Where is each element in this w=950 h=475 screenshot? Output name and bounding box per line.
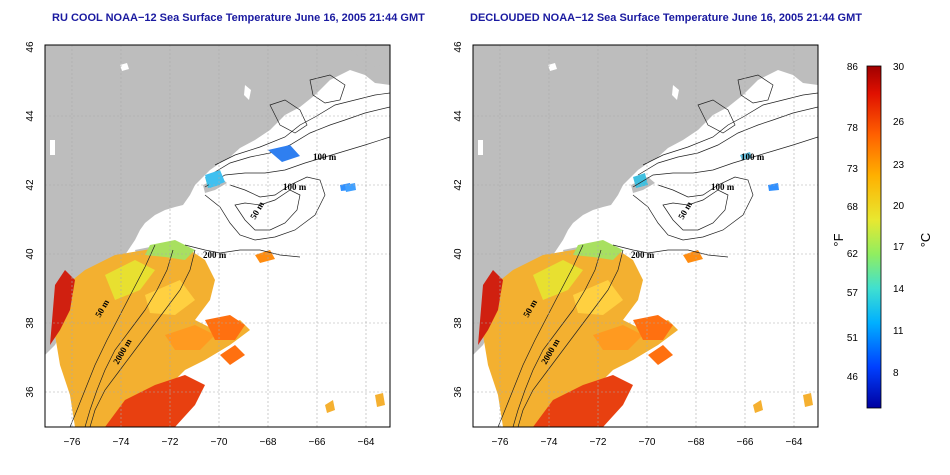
left-contour-label: 100 m: [283, 182, 307, 192]
right-lon-tick: −66: [737, 437, 754, 448]
celsius-tick: 11: [893, 326, 904, 337]
left-x-ticks: −76 −74 −72 −70 −68 −66 −64: [64, 437, 375, 448]
left-lat-tick: 36: [25, 386, 36, 398]
left-lon-tick: −64: [358, 437, 375, 448]
celsius-tick: 20: [893, 201, 905, 212]
right-lon-tick: −72: [590, 437, 607, 448]
celsius-unit-label: °C: [918, 233, 933, 248]
right-y-ticks: 46 44 42 40 38 36: [453, 41, 464, 398]
right-contour-label: 100 m: [711, 182, 735, 192]
fahrenheit-tick: 68: [847, 202, 859, 213]
left-lon-tick: −68: [260, 437, 277, 448]
fahrenheit-tick: 73: [847, 164, 859, 175]
right-lat-tick: 42: [453, 179, 464, 191]
right-contour-label: 200 m: [631, 250, 655, 260]
fahrenheit-tick: 51: [847, 333, 859, 344]
fahrenheit-unit-label: °F: [831, 233, 846, 246]
colorbar-gradient: [866, 65, 882, 409]
right-x-ticks: −76 −74 −72 −70 −68 −66 −64: [492, 437, 803, 448]
celsius-tick: 8: [893, 368, 899, 379]
left-lat-tick: 40: [25, 248, 36, 260]
celsius-tick: 23: [893, 160, 905, 171]
right-grid: [473, 45, 818, 427]
right-lon-tick: −74: [541, 437, 558, 448]
left-map-frame: [44, 44, 391, 428]
celsius-tick: 30: [893, 62, 905, 73]
left-lon-tick: −76: [64, 437, 81, 448]
fahrenheit-tick: 46: [847, 372, 859, 383]
left-map-panel: 100 m 100 m 50 m 200 m 50 m 2000 m −76 −…: [25, 41, 391, 448]
right-lon-tick: −68: [688, 437, 705, 448]
celsius-tick: 26: [893, 117, 905, 128]
right-lon-tick: −64: [786, 437, 803, 448]
left-contour-label: 200 m: [203, 250, 227, 260]
left-contour-label: 100 m: [313, 152, 337, 162]
fahrenheit-tick: 57: [847, 288, 859, 299]
right-lat-tick: 44: [453, 110, 464, 122]
right-map-frame: [472, 44, 819, 428]
left-lat-tick: 46: [25, 41, 36, 53]
left-lon-tick: −70: [211, 437, 228, 448]
temperature-colorbar: 86 78 73 68 62 57 51 46 30 26 23 20 17 1…: [831, 62, 933, 409]
right-contour-label: 100 m: [741, 152, 765, 162]
left-y-ticks: 46 44 42 40 38 36: [25, 41, 36, 398]
right-lon-tick: −76: [492, 437, 509, 448]
right-lon-tick: −70: [639, 437, 656, 448]
fahrenheit-tick: 78: [847, 123, 859, 134]
right-lat-tick: 40: [453, 248, 464, 260]
right-panel-title: DECLOUDED NOAA−12 Sea Surface Temperatur…: [470, 12, 862, 24]
right-lat-tick: 38: [453, 317, 464, 329]
left-lon-tick: −66: [309, 437, 326, 448]
left-lat-tick: 42: [25, 179, 36, 191]
left-lon-tick: −72: [162, 437, 179, 448]
fahrenheit-tick: 62: [847, 249, 859, 260]
left-lon-tick: −74: [113, 437, 130, 448]
celsius-tick: 14: [893, 284, 905, 295]
left-panel-title: RU COOL NOAA−12 Sea Surface Temperature …: [52, 12, 425, 24]
fahrenheit-tick: 86: [847, 62, 859, 73]
right-lat-tick: 36: [453, 386, 464, 398]
left-grid: [45, 45, 390, 427]
left-lat-tick: 44: [25, 110, 36, 122]
celsius-tick: 17: [893, 242, 905, 253]
right-lat-tick: 46: [453, 41, 464, 53]
left-lat-tick: 38: [25, 317, 36, 329]
right-map-panel: 100 m 100 m 50 m 200 m 50 m 2000 m −76 −…: [453, 41, 819, 448]
